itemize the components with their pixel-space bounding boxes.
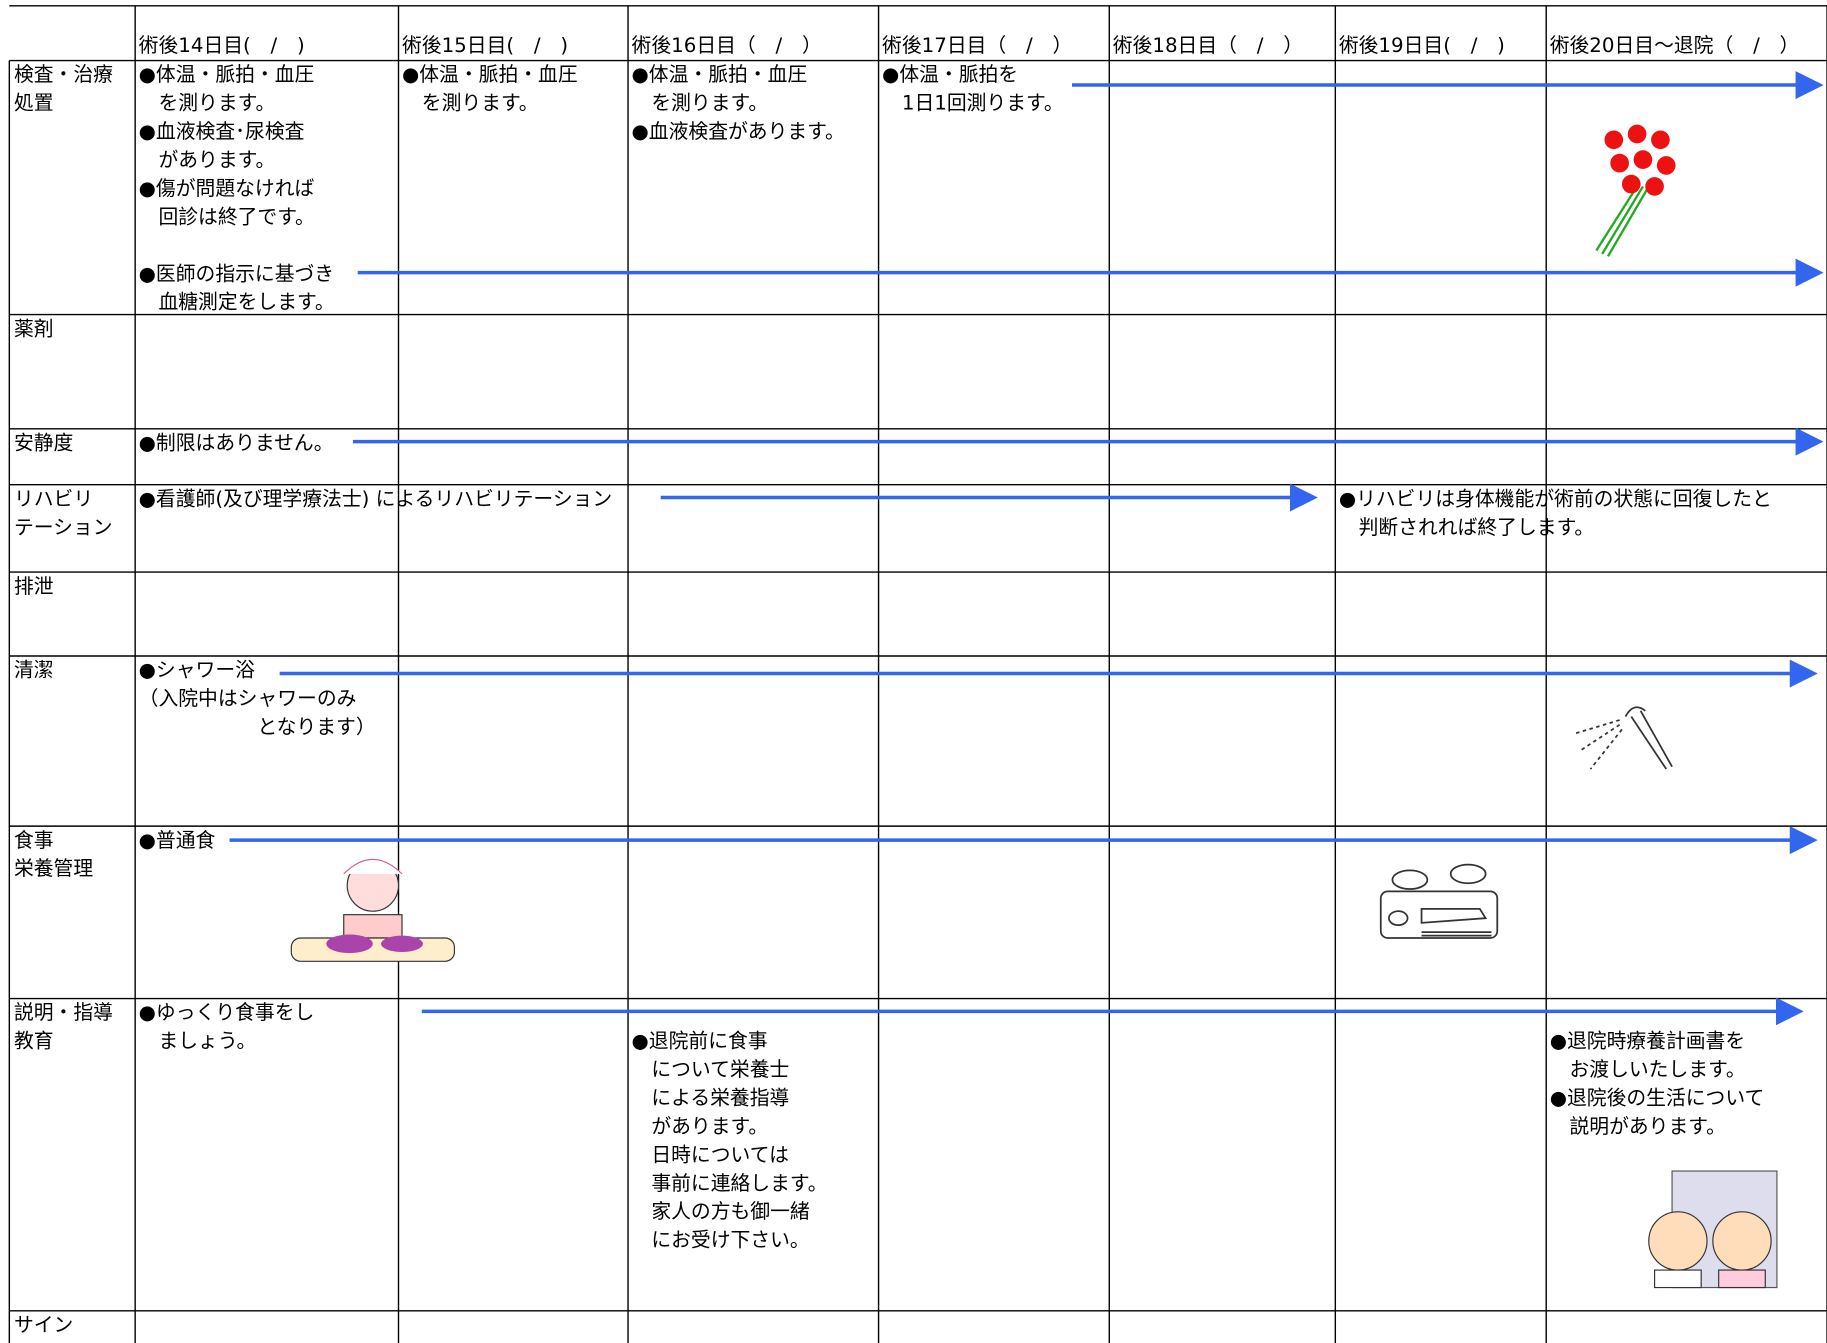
row-label: 安静度 bbox=[14, 431, 74, 454]
cell-text: ●退院後の生活について bbox=[1550, 1087, 1765, 1110]
row-label: 薬剤 bbox=[14, 317, 54, 340]
cell-text: お渡しいたします。 bbox=[1550, 1058, 1746, 1081]
cell-text: となります） bbox=[139, 716, 376, 739]
cell-text: 日時については bbox=[632, 1143, 789, 1166]
cell-text: ●ゆっくり食事をし bbox=[139, 1001, 315, 1024]
cell-text: ●体温・脈拍を bbox=[882, 63, 1018, 86]
row-label: リハビリ bbox=[14, 487, 93, 510]
meal-tray bbox=[1379, 863, 1499, 939]
cell-text: にお受け下さい。 bbox=[632, 1229, 810, 1252]
column-header: 術後17日目（ / ） bbox=[882, 34, 1072, 57]
row-label: サイン bbox=[14, 1313, 73, 1336]
cell-text: ましょう。 bbox=[139, 1030, 257, 1053]
cell-text: ●医師の指示に基づき bbox=[139, 262, 334, 285]
cell-text: ●看護師(及び理学療法士) によるリハビリテーション bbox=[139, 487, 613, 510]
cell-text: ●傷が問題なければ bbox=[139, 177, 315, 200]
cell-text: 説明があります。 bbox=[1550, 1115, 1726, 1138]
nurse-with-tray bbox=[290, 858, 456, 962]
cell-text: ●退院前に食事 bbox=[632, 1030, 768, 1053]
cell-text: ●体温・脈拍・血圧 bbox=[632, 63, 808, 86]
column-header: 術後16日目（ / ） bbox=[632, 34, 822, 57]
cell-text: ●リハビリは身体機能が術前の状態に回復したと bbox=[1339, 487, 1772, 510]
cell-text: を測ります。 bbox=[139, 92, 276, 115]
row-label: 教育 bbox=[14, 1030, 54, 1053]
cell-text: 血糖測定をします。 bbox=[139, 291, 335, 314]
cell-text: 回診は終了です。 bbox=[139, 205, 315, 228]
cell-text: ●退院時療養計画書を bbox=[1550, 1030, 1745, 1053]
duration-arrows bbox=[229, 71, 1824, 1026]
cell-text: による栄養指導 bbox=[632, 1087, 790, 1110]
cell-text: があります。 bbox=[632, 1115, 769, 1138]
row-label: 食事 bbox=[14, 829, 54, 852]
cell-text: を測ります。 bbox=[402, 92, 539, 115]
cell-text: があります。 bbox=[139, 149, 276, 172]
cell-text: （入院中はシャワーのみ bbox=[139, 687, 357, 710]
doctor-and-nurse bbox=[1648, 1170, 1778, 1289]
row-label: 栄養管理 bbox=[14, 857, 93, 880]
flower-bouquet bbox=[1595, 124, 1676, 257]
illustrations bbox=[290, 124, 1778, 1289]
row-label: 説明・指導 bbox=[14, 1001, 113, 1024]
column-header: 術後14日目( / ) bbox=[139, 34, 305, 57]
cell-text: ●制限はありません。 bbox=[139, 431, 334, 454]
column-header: 術後19日目( / ) bbox=[1339, 34, 1505, 57]
cell-text: 判断されれば終了します。 bbox=[1339, 516, 1594, 539]
cell-text: ●普通食 bbox=[139, 829, 216, 852]
cell-text: ●体温・脈拍・血圧 bbox=[139, 63, 315, 86]
row-label: 検査・治療 bbox=[14, 63, 113, 86]
row-label: テーション bbox=[14, 516, 113, 539]
column-header: 術後18日目（ / ） bbox=[1113, 34, 1303, 57]
cell-text: 事前に連絡します。 bbox=[632, 1172, 828, 1195]
cell-text: ●血液検査･尿検査 bbox=[139, 120, 305, 143]
shower-head bbox=[1572, 706, 1673, 770]
cell-text: を測ります。 bbox=[632, 92, 769, 115]
row-label: 排泄 bbox=[14, 575, 54, 598]
cell-text: 家人の方も御一緒 bbox=[632, 1200, 810, 1223]
table-grid bbox=[8, 5, 1827, 1343]
cell-text: ●シャワー浴 bbox=[139, 659, 255, 682]
cell-text: ●血液検査があります。 bbox=[632, 120, 845, 143]
row-label: 処置 bbox=[14, 92, 54, 115]
column-header: 術後20日目～退院（ / ） bbox=[1550, 34, 1800, 57]
row-label: 清潔 bbox=[14, 659, 54, 682]
column-header: 術後15日目( / ) bbox=[402, 34, 568, 57]
table-text: 術後14日目( / ) 術後15日目( / ) 術後16日目（ / ） 術後17日目（… bbox=[14, 34, 1799, 1336]
cell-text: について栄養士 bbox=[632, 1058, 790, 1081]
cell-text: ●体温・脈拍・血圧 bbox=[402, 63, 578, 86]
cell-text: 1日1回測ります。 bbox=[882, 92, 1064, 115]
